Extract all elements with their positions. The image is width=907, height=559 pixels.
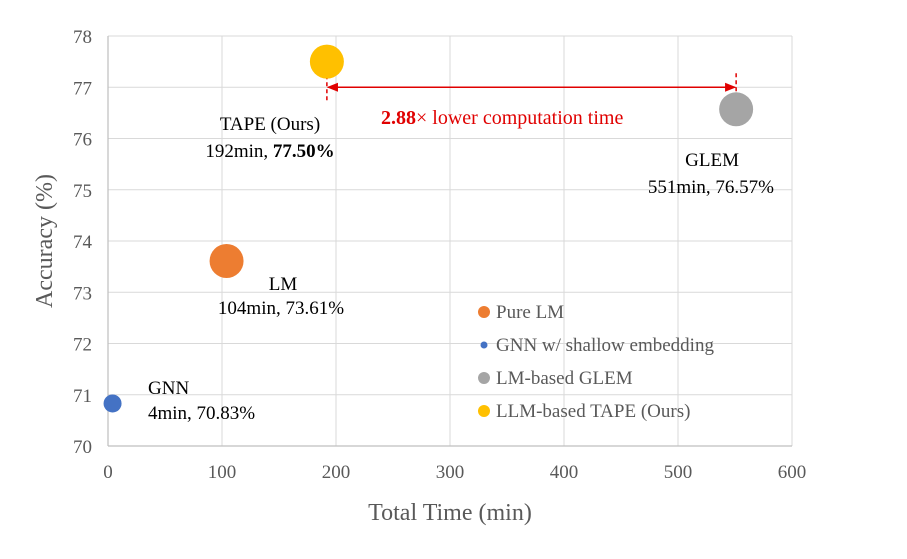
data-point: [719, 92, 754, 127]
data-point: [209, 243, 244, 278]
x-tick-label: 0: [103, 462, 113, 483]
x-tick-label: 500: [664, 462, 693, 483]
legend-marker: [480, 341, 488, 349]
x-tick-label: 400: [550, 462, 579, 483]
point-value-label: 551min, 76.57%: [648, 177, 774, 198]
point-value-accuracy: 77.50%: [273, 141, 335, 162]
y-tick-label: 76: [73, 130, 92, 151]
annotation-label: 2.88× lower computation time: [381, 107, 623, 129]
point-value-time: 192min,: [205, 141, 273, 162]
y-tick-label: 73: [73, 283, 92, 304]
legend-label: LLM-based TAPE (Ours): [496, 401, 690, 422]
x-tick-label: 300: [436, 462, 465, 483]
point-name-label: TAPE (Ours): [220, 114, 320, 135]
y-tick-label: 70: [73, 437, 92, 458]
point-name-label: LM: [269, 274, 298, 295]
y-tick-label: 71: [73, 386, 92, 407]
legend-label: Pure LM: [496, 302, 564, 323]
legend-marker: [478, 306, 490, 318]
x-axis-title: Total Time (min): [368, 500, 532, 526]
point-name-label: GNN: [148, 378, 189, 399]
annotation-text: × lower computation time: [416, 107, 623, 129]
y-tick-label: 77: [73, 78, 92, 99]
point-name-label: GLEM: [685, 150, 739, 171]
y-tick-label: 72: [73, 335, 92, 356]
data-point: [103, 394, 122, 413]
legend-label: GNN w/ shallow embedding: [496, 335, 714, 356]
y-axis-title: Accuracy (%): [32, 174, 58, 308]
x-tick-label: 600: [778, 462, 807, 483]
point-value-label: 192min, 77.50%: [205, 141, 334, 162]
x-tick-label: 100: [208, 462, 237, 483]
legend-marker: [478, 405, 490, 417]
point-value-label: 4min, 70.83%: [148, 403, 255, 424]
x-tick-label: 200: [322, 462, 351, 483]
point-value-label: 104min, 73.61%: [218, 298, 344, 319]
legend-label: LM-based GLEM: [496, 368, 633, 389]
y-tick-label: 74: [73, 232, 93, 253]
y-tick-label: 75: [73, 181, 92, 202]
annotation-factor: 2.88: [381, 107, 416, 129]
legend-marker: [478, 372, 490, 384]
y-tick-label: 78: [73, 27, 92, 48]
data-point: [309, 44, 344, 79]
